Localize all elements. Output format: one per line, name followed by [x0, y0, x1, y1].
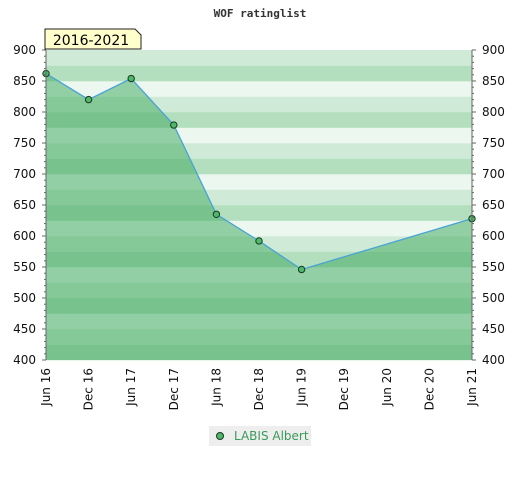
legend-label: LABIS Albert — [234, 429, 309, 443]
series-line — [45, 73, 473, 271]
period-badge: 2016-2021 — [44, 28, 142, 50]
y-tick-label-left: 750 — [13, 136, 36, 150]
y-tick-label-left: 700 — [13, 167, 36, 181]
y-tick-label-right: 900 — [482, 43, 505, 57]
x-tick-label: Jun 19 — [295, 368, 309, 407]
area-band — [46, 329, 472, 345]
x-tick-label: Jun 18 — [209, 368, 223, 407]
y-axis-left-labels: 400 450 500 550 600 650 700 750 800 850 900 — [13, 43, 36, 367]
data-point — [212, 210, 221, 219]
x-tick-label: Jun 20 — [380, 368, 394, 407]
y-tick-label-left: 650 — [13, 198, 36, 212]
data-point — [297, 265, 306, 274]
background-band — [46, 50, 472, 66]
y-tick-label-left: 400 — [13, 353, 36, 367]
data-point — [84, 95, 93, 104]
y-tick-label-right: 550 — [482, 260, 505, 274]
area-band — [46, 344, 472, 360]
x-tick-label: Jun 16 — [39, 368, 53, 407]
x-tick-label: Jun 21 — [465, 368, 479, 407]
x-tick-label: Jun 17 — [124, 368, 138, 407]
area-band — [46, 298, 472, 314]
y-tick-label-right: 500 — [482, 291, 505, 305]
data-point — [255, 237, 263, 245]
x-tick-label: Dec 16 — [82, 368, 96, 410]
area-band — [46, 251, 472, 268]
y-axis-right-labels: 400 450 500 550 600 650 700 750 800 850 900 — [482, 43, 505, 367]
y-tick-label-left: 500 — [13, 291, 36, 305]
y-tick-label-right: 700 — [482, 167, 505, 181]
y-tick-label-right: 800 — [482, 105, 505, 119]
y-tick-label-left: 550 — [13, 260, 36, 274]
period-badge-label: 2016-2021 — [53, 33, 129, 49]
area-band — [46, 313, 472, 330]
y-tick-label-right: 600 — [482, 229, 505, 243]
y-tick-label-right: 850 — [482, 74, 505, 88]
y-tick-label-left: 800 — [13, 105, 36, 119]
data-point — [170, 121, 178, 129]
x-tick-label: Dec 20 — [422, 368, 436, 410]
y-tick-label-right: 450 — [482, 322, 505, 336]
y-tick-label-right: 750 — [482, 136, 505, 150]
y-tick-label-left: 450 — [13, 322, 36, 336]
legend-box — [209, 426, 311, 446]
background-band — [46, 65, 472, 82]
period-badge-box — [44, 28, 142, 50]
x-tick-label: Dec 17 — [167, 368, 181, 410]
chart-title: WOF ratinglist — [214, 7, 307, 20]
legend[interactable]: LABIS Albert — [209, 426, 311, 446]
area-band — [46, 282, 472, 299]
y-tick-label-right: 400 — [482, 353, 505, 367]
area-band — [46, 267, 472, 283]
x-tick-label: Dec 19 — [337, 368, 351, 410]
data-point — [127, 74, 135, 83]
background-band — [46, 81, 472, 97]
axes — [42, 49, 476, 361]
y-tick-label-left: 600 — [13, 229, 36, 243]
x-tick-label: Dec 18 — [252, 368, 266, 410]
y-tick-label-right: 650 — [482, 198, 505, 212]
x-axis-labels: Jun 16 Dec 16 Jun 17 Dec 17 Jun 18 Dec 18 Jun … — [39, 368, 479, 410]
legend-marker — [216, 432, 224, 440]
rating-line — [45, 73, 473, 271]
y-tick-label-left: 850 — [13, 74, 36, 88]
y-tick-label-left: 900 — [13, 43, 36, 57]
